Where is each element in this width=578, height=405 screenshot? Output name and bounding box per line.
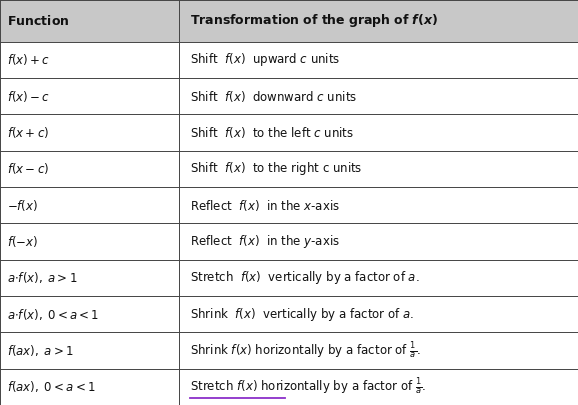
Text: $-f(x)$: $-f(x)$ [7,198,38,213]
Text: Shift  $f(x)$  to the right c units: Shift $f(x)$ to the right c units [190,160,362,177]
Text: Stretch  $f(x)$  vertically by a factor of $a$.: Stretch $f(x)$ vertically by a factor of… [190,269,419,286]
Text: Stretch $f(x)$ horizontally by a factor of $\frac{1}{a}$.: Stretch $f(x)$ horizontally by a factor … [190,377,426,397]
Text: $f(ax),\; a>1$: $f(ax),\; a>1$ [7,343,73,358]
Text: Shrink $f(x)$ horizontally by a factor of $\frac{1}{a}$.: Shrink $f(x)$ horizontally by a factor o… [190,340,421,361]
Text: $\mathbf{Transformation\ of\ the\ graph\ of}\ \boldsymbol{f(x)}$: $\mathbf{Transformation\ of\ the\ graph\… [190,13,438,30]
Text: $\mathbf{Function}$: $\mathbf{Function}$ [7,14,69,28]
Bar [0,0,578,42]
Text: Shift  $f(x)$  upward $c$ units: Shift $f(x)$ upward $c$ units [190,51,340,68]
Text: Shift  $f(x)$  downward $c$ units: Shift $f(x)$ downward $c$ units [190,89,357,104]
Text: $a{\cdot}f(x),\; a>1$: $a{\cdot}f(x),\; a>1$ [7,271,77,286]
Text: $f(x)-c$: $f(x)-c$ [7,89,50,104]
Text: $f(x)+c$: $f(x)+c$ [7,52,50,68]
Text: Shift  $f(x)$  to the left $c$ units: Shift $f(x)$ to the left $c$ units [190,125,354,140]
Text: Reflect  $f(x)$  in the $x$-axis: Reflect $f(x)$ in the $x$-axis [190,198,339,213]
Text: $f(ax),\; 0<a<1$: $f(ax),\; 0<a<1$ [7,379,95,394]
Text: Shrink  $f(x)$  vertically by a factor of $a$.: Shrink $f(x)$ vertically by a factor of … [190,306,414,323]
Text: $a{\cdot}f(x),\; 0<a<1$: $a{\cdot}f(x),\; 0<a<1$ [7,307,99,322]
Text: Reflect  $f(x)$  in the $y$-axis: Reflect $f(x)$ in the $y$-axis [190,233,339,250]
Text: $f(-x)$: $f(-x)$ [7,234,38,249]
Text: $f(x-c)$: $f(x-c)$ [7,162,49,177]
Text: $f(x+c)$: $f(x+c)$ [7,125,49,140]
